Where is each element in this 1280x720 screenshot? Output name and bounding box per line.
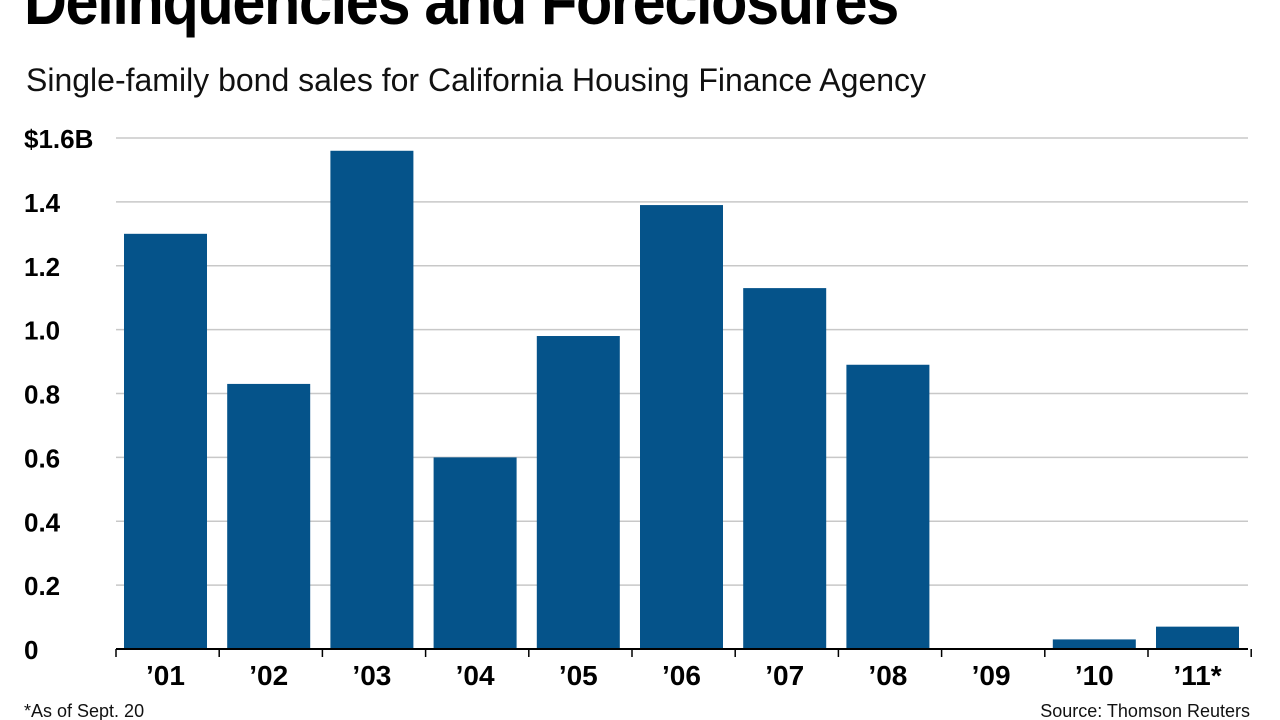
footnote: *As of Sept. 20: [24, 701, 145, 720]
y-tick-label: 1.2: [24, 252, 60, 282]
bar: [330, 150, 414, 649]
bar: [124, 233, 207, 649]
y-tick-label: 0.2: [24, 571, 60, 601]
bar: [1156, 626, 1239, 649]
x-tick-label: ’07: [765, 660, 804, 691]
y-tick-label: 0.8: [24, 380, 60, 410]
x-tick-label: ’08: [868, 660, 907, 691]
x-tick-label: ’01: [146, 660, 185, 691]
x-tick-label: ’03: [352, 660, 391, 691]
x-tick-label: ’02: [249, 660, 288, 691]
x-tick-label: ’06: [662, 660, 701, 691]
source-credit: Source: Thomson Reuters: [1040, 701, 1250, 720]
y-axis-tick-labels: 0 0.2 0.4 0.6 0.8 1.0 1.2 1.4 $1.6B: [24, 124, 93, 665]
bars: [124, 150, 1239, 649]
x-tick-label: ’09: [972, 660, 1011, 691]
y-tick-label: 0.6: [24, 443, 60, 473]
x-tick-label: ’05: [559, 660, 598, 691]
y-tick-label: $1.6B: [24, 124, 93, 154]
x-axis-category-labels: ’01 ’02 ’03 ’04 ’05 ’06 ’07 ’08 ’09 ’10 ’11*: [146, 660, 1222, 691]
chart-title: Delinquencies and Foreclosures: [24, 0, 899, 38]
bar: [433, 457, 517, 649]
bar: [846, 364, 930, 649]
bar: [1052, 639, 1136, 649]
y-tick-label: 0: [24, 635, 38, 665]
y-tick-label: 1.4: [24, 188, 61, 218]
y-tick-label: 0.4: [24, 507, 61, 537]
bar: [743, 288, 827, 649]
x-axis: [115, 648, 1252, 657]
bar: [640, 205, 723, 649]
x-tick-label: ’10: [1075, 660, 1114, 691]
y-tick-label: 1.0: [24, 316, 60, 346]
chart-subtitle: Single-family bond sales for California …: [26, 62, 927, 98]
x-tick-label: ’04: [456, 660, 495, 691]
x-tick-label: ’11*: [1173, 660, 1221, 691]
bar: [227, 383, 311, 649]
bar: [536, 336, 620, 649]
